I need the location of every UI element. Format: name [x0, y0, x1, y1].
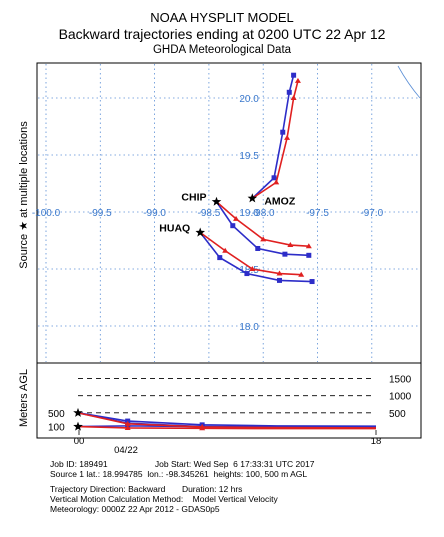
trajectory-line: [251, 80, 299, 199]
height-tick-label: 1500: [389, 375, 412, 386]
trajectory-marker: [282, 251, 288, 257]
trajectory-marker: [249, 266, 256, 271]
trajectory-marker: [255, 245, 261, 251]
height-source-star: [73, 421, 83, 431]
trajectory-marker: [230, 223, 236, 229]
trajectory-marker: [222, 247, 229, 253]
footer-source: Source 1 lat.: 18.994785 lon.: -98.34526…: [50, 469, 308, 479]
trajectory-marker: [276, 277, 282, 283]
trajectory-marker: [273, 179, 280, 185]
trajectory-marker: [286, 89, 292, 95]
footer-job: Job ID: 189491 Job Start: Wed Sep 6 17:3…: [50, 459, 315, 469]
date-label: 04/22: [114, 445, 138, 456]
lat-tick-label: 19.5: [239, 151, 259, 162]
trajectory-marker: [291, 72, 297, 78]
trajectory-marker: [290, 95, 297, 100]
source-star: [195, 227, 205, 237]
trajectory-marker: [305, 243, 312, 249]
trajectory-marker: [294, 77, 301, 83]
lon-tick-label: -98.0: [252, 208, 275, 219]
source-star: [247, 193, 258, 203]
height-marker: [124, 420, 131, 426]
height-left-label: 500: [48, 409, 65, 420]
trajectory-marker: [298, 271, 305, 277]
time-tick-label: 18: [371, 436, 382, 447]
lon-tick-label: -100.0: [32, 208, 61, 219]
height-tick-label: 1000: [389, 392, 412, 403]
lon-tick-label: -99.0: [143, 208, 166, 219]
chart-title: Backward trajectories ending at 0200 UTC…: [58, 26, 386, 42]
trajectory-marker: [233, 215, 240, 221]
source-label: CHIP: [181, 192, 206, 204]
coastline: [397, 65, 421, 99]
trajectory-marker: [260, 236, 267, 242]
footer-direction: Trajectory Direction: Backward Duration:…: [50, 484, 243, 494]
trajectory-marker: [287, 242, 294, 248]
source-axis-label: Source ★ at multiple locations: [18, 121, 30, 269]
height-marker: [124, 424, 131, 430]
height-source-star: [73, 407, 83, 417]
lat-tick-label: 18.5: [239, 265, 259, 276]
lon-tick-label: -97.5: [306, 208, 329, 219]
source-label: AMOZ: [264, 195, 295, 207]
height-trajectory-line: [77, 412, 377, 428]
lat-tick-label: 18.0: [239, 322, 259, 333]
source-label: HUAQ: [159, 223, 190, 235]
trajectory-marker: [276, 270, 283, 276]
trajectory-marker: [306, 252, 312, 258]
height-tick-label: 500: [389, 409, 406, 420]
trajectory-marker: [217, 255, 223, 261]
source-star: [211, 196, 222, 206]
height-axis-label: Meters AGL: [18, 369, 30, 427]
trajectory-marker: [284, 134, 291, 140]
lon-tick-label: -97.0: [360, 208, 383, 219]
lon-tick-label: -98.5: [198, 208, 221, 219]
trajectory-marker: [280, 129, 286, 135]
height-marker: [199, 425, 206, 431]
model-title: NOAA HYSPLIT MODEL: [150, 10, 294, 25]
chart-subtitle: GHDA Meteorological Data: [152, 44, 292, 56]
lon-tick-label: -99.5: [89, 208, 112, 219]
trajectory-marker: [271, 175, 277, 181]
trajectory-marker: [244, 271, 250, 277]
height-left-label: 100: [48, 423, 65, 434]
footer-meteorology: Meteorology: 0000Z 22 Apr 2012 - GDAS0p5: [50, 504, 220, 514]
height-frame: [36, 362, 422, 439]
footer-method: Vertical Motion Calculation Method: Mode…: [50, 494, 278, 504]
trajectory-marker: [309, 279, 315, 285]
lat-tick-label: 20.0: [239, 94, 259, 105]
lat-tick-label: 19.0: [239, 208, 259, 219]
time-tick-label: 00: [74, 436, 85, 447]
